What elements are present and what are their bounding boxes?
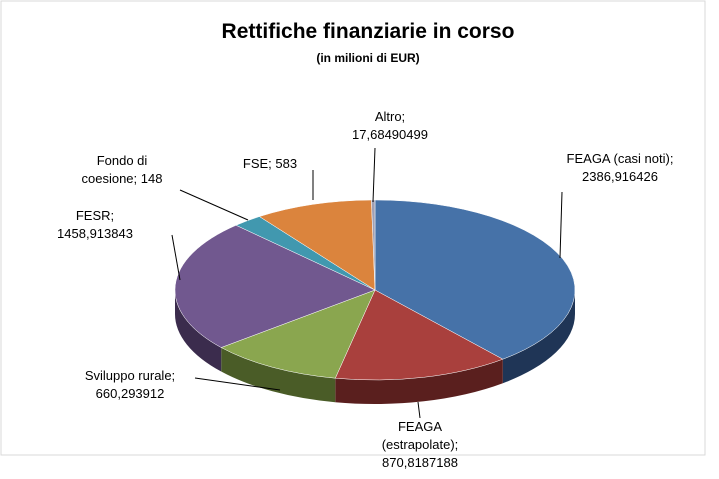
slice-side xyxy=(175,290,222,372)
label-part: FSE xyxy=(242,156,269,171)
label-part: FEAGA (casi noti) xyxy=(566,151,670,166)
slice xyxy=(220,289,376,379)
slice xyxy=(374,199,576,360)
label-part: ; xyxy=(268,156,272,171)
label-part: 2386,916426 xyxy=(582,169,658,184)
leader-line xyxy=(171,234,181,281)
data-label: Altro; 17,68490499 xyxy=(350,108,430,144)
leader-line xyxy=(194,377,281,391)
label-part: ; xyxy=(669,151,674,166)
label-part: 148 xyxy=(140,171,163,186)
data-label: FSE; 583 xyxy=(220,155,320,173)
label-part: 870,8187188 xyxy=(382,455,458,470)
slice xyxy=(174,224,376,348)
label-part: ; xyxy=(110,208,115,223)
leader-line xyxy=(372,147,376,203)
label-part: 583 xyxy=(275,156,298,171)
label-part: FEAGA (estrapolate) xyxy=(381,419,455,452)
data-label: Sviluppo rurale; 660,293912 xyxy=(65,367,195,403)
label-part: 17,68490499 xyxy=(352,127,428,142)
label-part: ; xyxy=(401,109,406,124)
label-part: Sviluppo rurale xyxy=(84,368,172,383)
slice-side xyxy=(221,347,336,403)
chart-title: Rettifiche finanziarie in corso xyxy=(222,20,515,43)
data-label: FEAGA (estrapolate); 870,8187188 xyxy=(370,418,470,472)
leader-line xyxy=(179,189,249,221)
label-part: Altro xyxy=(374,109,402,124)
label-part: 1458,913843 xyxy=(57,226,133,241)
label-part: ; xyxy=(454,437,459,452)
leader-line xyxy=(559,191,563,259)
label-part: ; xyxy=(171,368,176,383)
chart-subtitle: (in milioni di EUR) xyxy=(316,51,419,65)
slice-side xyxy=(502,290,575,384)
label-part: Fondo di coesione xyxy=(81,153,148,186)
slice xyxy=(334,289,504,381)
slice-side xyxy=(335,359,503,404)
label-part: ; xyxy=(133,171,138,186)
leader-line xyxy=(417,401,421,419)
slice xyxy=(258,199,376,291)
chart-frame xyxy=(0,0,706,456)
label-part: 660,293912 xyxy=(95,386,165,401)
data-label: FEAGA (casi noti); 2386,916426 xyxy=(545,150,695,186)
label-part: FESR xyxy=(75,208,111,223)
data-label: FESR; 1458,913843 xyxy=(48,207,143,243)
data-label: Fondo di coesione; 148 xyxy=(72,152,172,188)
